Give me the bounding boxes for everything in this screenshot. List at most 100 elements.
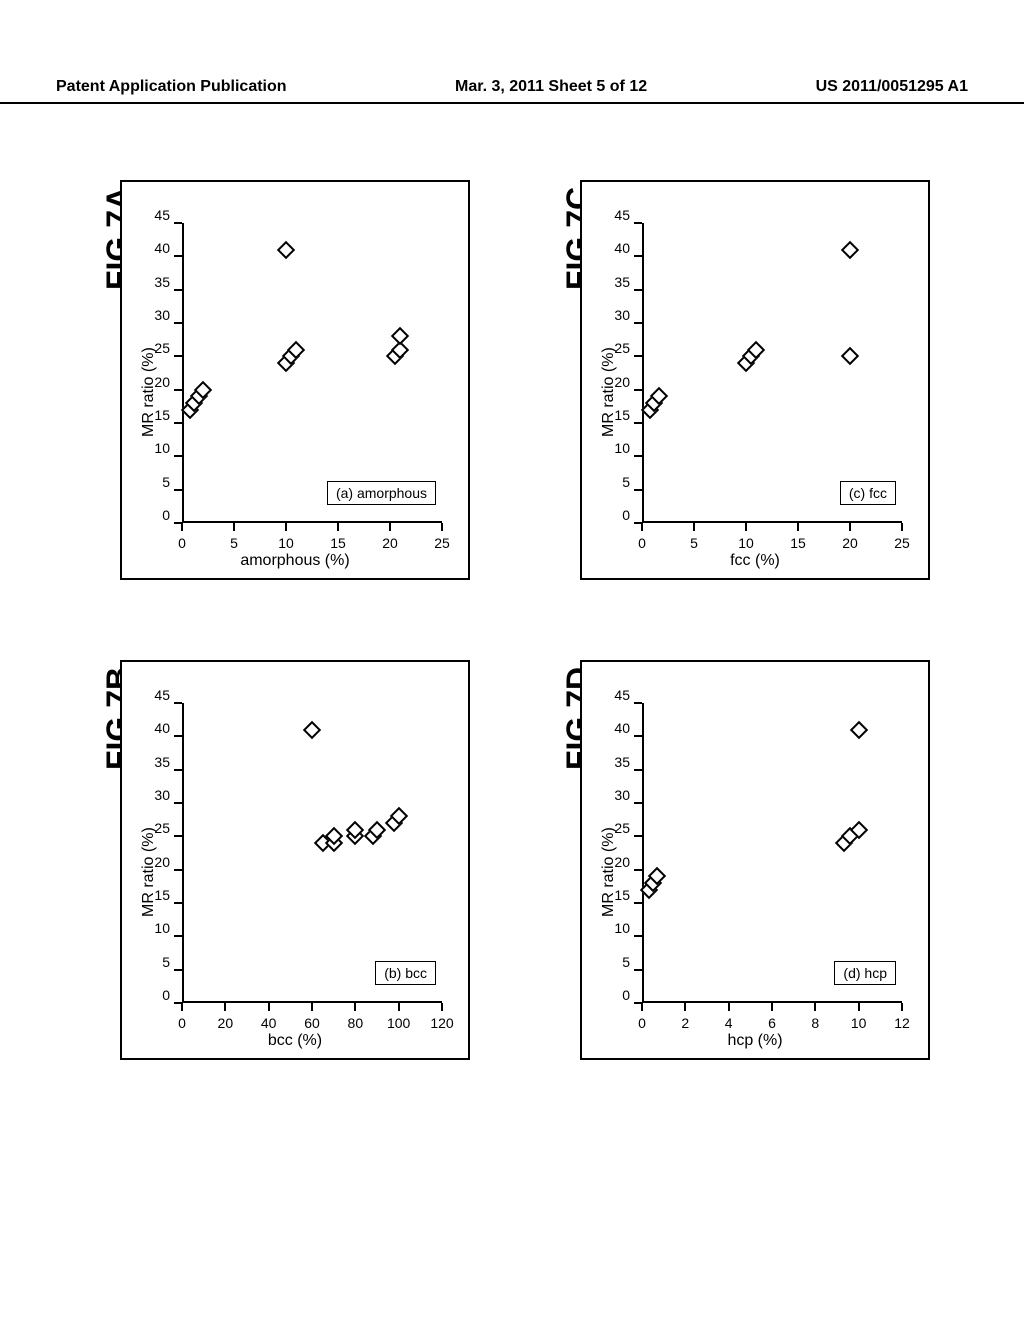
ytick-label: 25 bbox=[602, 340, 630, 356]
xtick-label: 20 bbox=[382, 535, 398, 551]
xlabel-7b: bcc (%) bbox=[268, 1032, 322, 1050]
ylabel-7b: MR ratio (%) bbox=[140, 827, 158, 917]
ytick-label: 45 bbox=[602, 207, 630, 223]
xtick-label: 40 bbox=[261, 1015, 277, 1031]
xtick-label: 2 bbox=[681, 1015, 689, 1031]
xtick-label: 6 bbox=[768, 1015, 776, 1031]
legend: (b) bcc bbox=[375, 961, 436, 985]
xtick-label: 20 bbox=[842, 535, 858, 551]
ytick-label: 5 bbox=[602, 954, 630, 970]
data-point bbox=[841, 240, 859, 258]
xtick-label: 15 bbox=[790, 535, 806, 551]
ytick bbox=[634, 389, 642, 391]
xtick bbox=[389, 523, 391, 531]
xtick bbox=[398, 1003, 400, 1011]
ytick bbox=[174, 289, 182, 291]
ytick-label: 10 bbox=[602, 440, 630, 456]
ytick-label: 5 bbox=[142, 954, 170, 970]
ytick-label: 15 bbox=[142, 887, 170, 903]
ytick-label: 35 bbox=[602, 754, 630, 770]
xtick-label: 10 bbox=[278, 535, 294, 551]
xtick bbox=[693, 523, 695, 531]
xtick bbox=[181, 523, 183, 531]
chart-outer-7c: MR ratio (%) fcc (%) 0510152025303540450… bbox=[580, 180, 930, 580]
xlabel-7c: fcc (%) bbox=[730, 552, 780, 570]
xtick-label: 8 bbox=[811, 1015, 819, 1031]
plot-7c: 0510152025303540450510152025(c) fcc bbox=[642, 223, 902, 523]
xtick-label: 0 bbox=[638, 535, 646, 551]
xtick-label: 4 bbox=[725, 1015, 733, 1031]
ytick bbox=[174, 869, 182, 871]
data-point bbox=[303, 720, 321, 738]
xtick-label: 5 bbox=[230, 535, 238, 551]
y-axis bbox=[642, 223, 644, 523]
ytick-label: 45 bbox=[142, 207, 170, 223]
ytick-label: 35 bbox=[142, 274, 170, 290]
xtick bbox=[233, 523, 235, 531]
legend: (c) fcc bbox=[840, 481, 896, 505]
data-point bbox=[277, 240, 295, 258]
ytick bbox=[634, 735, 642, 737]
header-center: Mar. 3, 2011 Sheet 5 of 12 bbox=[455, 78, 647, 96]
data-point bbox=[849, 720, 867, 738]
ylabel-7c: MR ratio (%) bbox=[600, 347, 618, 437]
xtick bbox=[311, 1003, 313, 1011]
ytick bbox=[634, 802, 642, 804]
ytick bbox=[174, 835, 182, 837]
y-axis bbox=[182, 703, 184, 1003]
panel-fig7d: FIG.7D MR ratio (%) hcp (%) 051015202530… bbox=[520, 660, 940, 1100]
ytick-label: 25 bbox=[142, 820, 170, 836]
ylabel-7a: MR ratio (%) bbox=[140, 347, 158, 437]
ytick-label: 35 bbox=[142, 754, 170, 770]
plot-7b: 051015202530354045020406080100120(b) bcc bbox=[182, 703, 442, 1003]
ytick bbox=[634, 322, 642, 324]
ytick bbox=[634, 835, 642, 837]
ytick-label: 30 bbox=[602, 307, 630, 323]
page-header: Patent Application Publication Mar. 3, 2… bbox=[0, 78, 1024, 104]
xtick bbox=[285, 523, 287, 531]
ylabel-7d: MR ratio (%) bbox=[600, 827, 618, 917]
ytick bbox=[634, 769, 642, 771]
xtick bbox=[728, 1003, 730, 1011]
xtick bbox=[441, 523, 443, 531]
ytick-label: 30 bbox=[602, 787, 630, 803]
ytick-label: 5 bbox=[142, 474, 170, 490]
ytick-label: 5 bbox=[602, 474, 630, 490]
ytick bbox=[634, 222, 642, 224]
xtick-label: 100 bbox=[387, 1015, 410, 1031]
xtick-label: 10 bbox=[851, 1015, 867, 1031]
ytick-label: 40 bbox=[602, 720, 630, 736]
panel-fig7c: FIG.7C MR ratio (%) fcc (%) 051015202530… bbox=[520, 180, 940, 620]
xtick-label: 15 bbox=[330, 535, 346, 551]
ytick-label: 20 bbox=[602, 374, 630, 390]
ytick-label: 15 bbox=[142, 407, 170, 423]
ytick-label: 30 bbox=[142, 787, 170, 803]
figure-area: FIG.7A MR ratio (%) amorphous (%) 051015… bbox=[60, 140, 964, 1140]
xtick bbox=[797, 523, 799, 531]
ytick bbox=[174, 455, 182, 457]
xtick-label: 10 bbox=[738, 535, 754, 551]
xtick bbox=[849, 523, 851, 531]
ytick bbox=[174, 935, 182, 937]
ytick-label: 25 bbox=[602, 820, 630, 836]
y-axis bbox=[182, 223, 184, 523]
ytick bbox=[634, 869, 642, 871]
xtick bbox=[684, 1003, 686, 1011]
legend: (a) amorphous bbox=[327, 481, 436, 505]
xtick-label: 0 bbox=[178, 535, 186, 551]
ytick bbox=[174, 389, 182, 391]
xtick bbox=[771, 1003, 773, 1011]
xtick bbox=[745, 523, 747, 531]
xtick-label: 20 bbox=[218, 1015, 234, 1031]
ytick bbox=[634, 422, 642, 424]
ytick-label: 10 bbox=[142, 440, 170, 456]
xtick-label: 120 bbox=[430, 1015, 453, 1031]
xtick bbox=[858, 1003, 860, 1011]
xlabel-7d: hcp (%) bbox=[727, 1032, 782, 1050]
ytick bbox=[634, 489, 642, 491]
ytick bbox=[634, 289, 642, 291]
xtick bbox=[268, 1003, 270, 1011]
ytick-label: 20 bbox=[142, 854, 170, 870]
xtick bbox=[337, 523, 339, 531]
ytick-label: 15 bbox=[602, 887, 630, 903]
